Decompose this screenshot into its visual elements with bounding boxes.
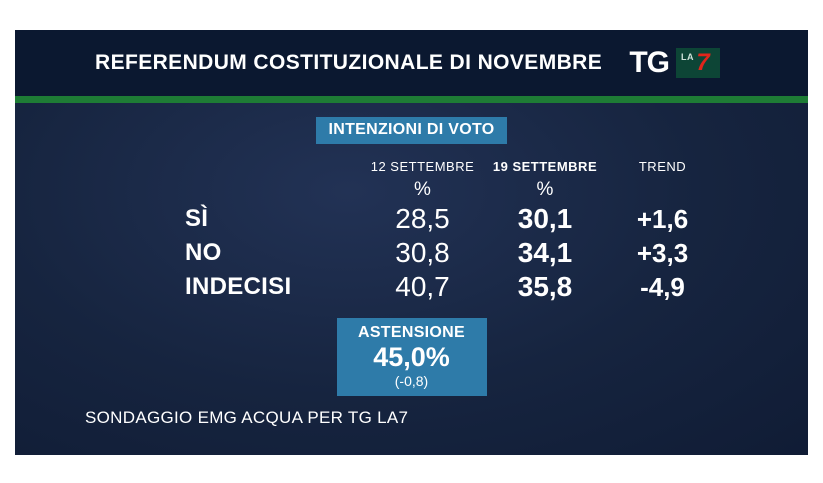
column-header-19-settembre: 19 SETTEMBRE — [492, 159, 598, 174]
no-value-19-settembre: 34,1 — [517, 237, 573, 268]
no-trend: +3,3 — [636, 238, 689, 268]
row-label-indecisi: INDECISI — [185, 273, 292, 300]
astensione-change: (-0,8) — [394, 373, 429, 390]
astensione-box: ASTENSIONE 45,0% (-0,8) — [336, 318, 487, 397]
la7-logo-box: LA 7 — [676, 48, 720, 78]
column-header-trend: TREND — [638, 159, 687, 174]
poll-title-badge: INTENZIONI DI VOTO — [316, 117, 507, 144]
si-trend: +1,6 — [636, 204, 689, 234]
si-value-12-settembre: 28,5 — [395, 203, 450, 234]
poll-content: INTENZIONI DI VOTO 12 SETTEMBRE 19 SETTE… — [15, 103, 808, 428]
poll-graphic-panel: REFERENDUM COSTITUZIONALE DI NOVEMBRE TG… — [15, 30, 808, 455]
page-title: REFERENDUM COSTITUZIONALE DI NOVEMBRE — [95, 51, 603, 74]
spacer — [145, 156, 360, 178]
percent-symbol-col1: % — [414, 179, 431, 200]
header-bar: REFERENDUM COSTITUZIONALE DI NOVEMBRE TG… — [15, 30, 808, 96]
row-label-si: SÌ — [185, 205, 209, 232]
source-attribution: SONDAGGIO EMG ACQUA PER TG LA7 — [85, 408, 409, 428]
si-value-19-settembre: 30,1 — [517, 203, 573, 234]
spacer — [605, 178, 720, 202]
indecisi-value-19-settembre: 35,8 — [517, 271, 573, 302]
astensione-label: ASTENSIONE — [357, 324, 465, 341]
no-value-12-settembre: 30,8 — [395, 237, 450, 268]
percent-symbol-col2: % — [536, 179, 554, 200]
green-divider — [15, 96, 808, 103]
indecisi-trend: -4,9 — [640, 272, 685, 302]
spacer — [145, 178, 360, 202]
indecisi-value-12-settembre: 40,7 — [395, 271, 450, 302]
column-header-12-settembre: 12 SETTEMBRE — [370, 159, 475, 174]
astensione-value: 45,0% — [373, 342, 450, 372]
poll-table: 12 SETTEMBRE 19 SETTEMBRE TREND % % SÌ 2… — [145, 156, 808, 304]
la7-logo-la: LA — [681, 52, 694, 62]
tg-logo-text: TG — [629, 46, 670, 79]
la7-logo-seven: 7 — [696, 49, 710, 76]
tg-la7-logo: TG LA 7 — [629, 46, 720, 80]
row-label-no: NO — [185, 239, 222, 266]
